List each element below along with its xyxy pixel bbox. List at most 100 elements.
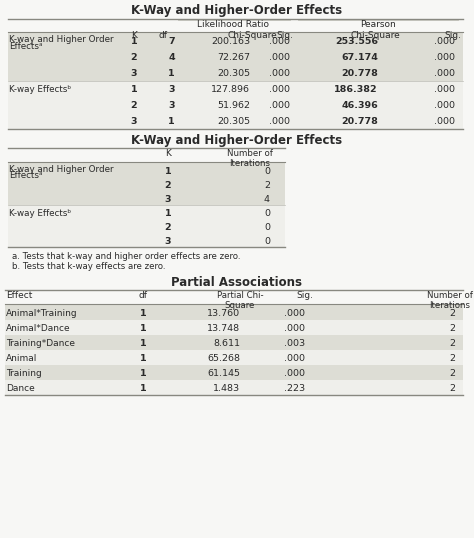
Bar <box>5 305 463 320</box>
Text: 20.778: 20.778 <box>341 69 378 78</box>
Text: K-way Effectsᵇ: K-way Effectsᵇ <box>9 209 71 218</box>
Text: 1: 1 <box>140 324 146 333</box>
Text: 1: 1 <box>131 37 137 46</box>
Text: 2: 2 <box>449 309 455 318</box>
Text: 2: 2 <box>449 369 455 378</box>
Text: 1: 1 <box>140 384 146 393</box>
Text: 2: 2 <box>264 181 270 190</box>
Text: 1: 1 <box>140 309 146 318</box>
Text: 1: 1 <box>168 69 175 78</box>
Text: 0: 0 <box>264 237 270 246</box>
Text: 51.962: 51.962 <box>217 101 250 110</box>
Text: Animal*Dance: Animal*Dance <box>6 324 71 333</box>
Text: K-Way and Higher-Order Effects: K-Way and Higher-Order Effects <box>131 134 343 147</box>
Text: .000: .000 <box>269 85 290 94</box>
Bar <box>8 49 463 65</box>
Text: 4: 4 <box>168 53 175 62</box>
Text: 61.145: 61.145 <box>207 369 240 378</box>
Bar <box>8 65 463 81</box>
Bar <box>8 219 285 233</box>
Text: Effectsᵃ: Effectsᵃ <box>9 42 43 51</box>
Text: 13.748: 13.748 <box>207 324 240 333</box>
Text: 0: 0 <box>264 223 270 232</box>
Text: 200.163: 200.163 <box>211 37 250 46</box>
Text: 3: 3 <box>165 237 171 246</box>
Text: Partial Chi-
Square: Partial Chi- Square <box>217 291 264 310</box>
Text: Chi-Square: Chi-Square <box>350 31 400 40</box>
Text: 2: 2 <box>131 53 137 62</box>
Text: a. Tests that k-way and higher order effects are zero.: a. Tests that k-way and higher order eff… <box>12 252 240 261</box>
Text: 3: 3 <box>131 117 137 126</box>
Bar <box>8 113 463 129</box>
Text: .000: .000 <box>269 117 290 126</box>
Text: 2: 2 <box>164 181 171 190</box>
Text: 20.305: 20.305 <box>217 117 250 126</box>
Text: 4: 4 <box>264 195 270 204</box>
Bar <box>5 335 463 350</box>
Bar <box>8 163 285 177</box>
Text: Sig.: Sig. <box>445 31 462 40</box>
Bar <box>8 177 285 191</box>
Text: 2: 2 <box>449 324 455 333</box>
Text: .000: .000 <box>269 69 290 78</box>
Text: Number of
Iterations: Number of Iterations <box>227 149 273 168</box>
Text: K: K <box>165 149 171 158</box>
Text: 72.267: 72.267 <box>217 53 250 62</box>
Text: 2: 2 <box>449 384 455 393</box>
Text: .000: .000 <box>434 101 455 110</box>
Text: 0: 0 <box>264 167 270 176</box>
Text: Training: Training <box>6 369 42 378</box>
Text: .000: .000 <box>269 37 290 46</box>
Text: Effectsᵃ: Effectsᵃ <box>9 171 43 180</box>
Text: 1: 1 <box>131 85 137 94</box>
Text: df: df <box>138 291 147 300</box>
Text: 67.174: 67.174 <box>341 53 378 62</box>
Text: Sig.: Sig. <box>276 31 293 40</box>
Text: 1: 1 <box>140 339 146 348</box>
Bar <box>5 320 463 335</box>
Bar <box>8 33 463 49</box>
Text: 1: 1 <box>140 354 146 363</box>
Text: 1: 1 <box>168 117 175 126</box>
Text: .223: .223 <box>284 384 305 393</box>
Text: .000: .000 <box>269 53 290 62</box>
Text: df: df <box>158 31 167 40</box>
Text: K: K <box>131 31 137 40</box>
Text: K-way and Higher Order: K-way and Higher Order <box>9 165 114 174</box>
Text: 2: 2 <box>449 354 455 363</box>
Text: K-Way and Higher-Order Effects: K-Way and Higher-Order Effects <box>131 4 343 17</box>
Text: 8.611: 8.611 <box>213 339 240 348</box>
Bar <box>8 97 463 113</box>
Text: b. Tests that k-way effects are zero.: b. Tests that k-way effects are zero. <box>12 262 165 271</box>
Text: .000: .000 <box>284 324 305 333</box>
Bar <box>5 350 463 365</box>
Text: Number of
Iterations: Number of Iterations <box>427 291 473 310</box>
Text: .000: .000 <box>434 69 455 78</box>
Text: 0: 0 <box>264 209 270 218</box>
Text: 13.760: 13.760 <box>207 309 240 318</box>
Text: .000: .000 <box>284 309 305 318</box>
Text: Training*Dance: Training*Dance <box>6 339 75 348</box>
Text: 2: 2 <box>449 339 455 348</box>
Text: Dance: Dance <box>6 384 35 393</box>
Text: 20.778: 20.778 <box>341 117 378 126</box>
Bar <box>5 365 463 380</box>
Text: Likelihood Ratio: Likelihood Ratio <box>197 20 269 29</box>
Text: K-way Effectsᵇ: K-way Effectsᵇ <box>9 85 71 94</box>
Text: Effect: Effect <box>6 291 32 300</box>
Text: Partial Associations: Partial Associations <box>172 276 302 289</box>
Text: 65.268: 65.268 <box>207 354 240 363</box>
Text: 2: 2 <box>131 101 137 110</box>
Text: 7: 7 <box>168 37 175 46</box>
Text: 3: 3 <box>168 101 175 110</box>
Text: 1: 1 <box>164 209 171 218</box>
Text: 1: 1 <box>140 369 146 378</box>
Text: .000: .000 <box>434 53 455 62</box>
Text: 3: 3 <box>165 195 171 204</box>
Text: .000: .000 <box>434 37 455 46</box>
Text: 3: 3 <box>168 85 175 94</box>
Text: Chi-Square: Chi-Square <box>227 31 277 40</box>
Bar <box>8 81 463 97</box>
Text: .000: .000 <box>434 117 455 126</box>
Text: 1: 1 <box>164 167 171 176</box>
